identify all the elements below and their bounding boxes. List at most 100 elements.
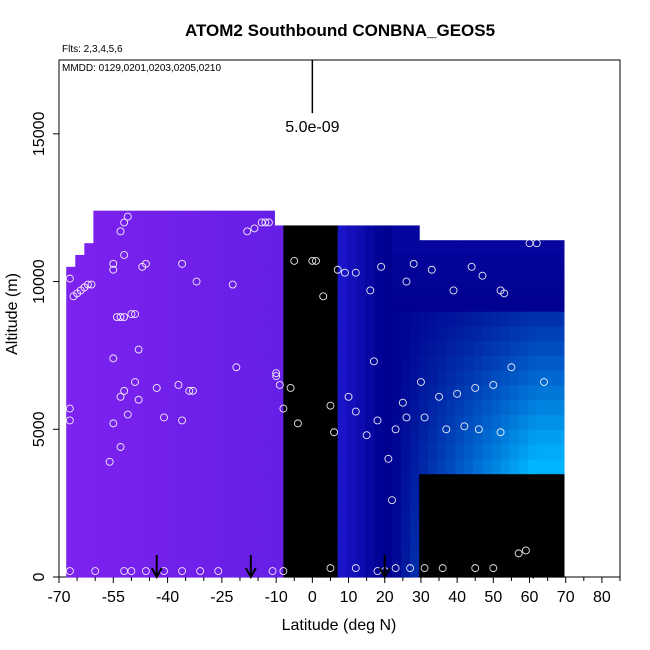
heat-cell — [111, 473, 122, 489]
heat-cell — [482, 429, 493, 445]
heat-cell — [211, 547, 221, 563]
heat-cell — [220, 266, 230, 283]
y-axis: 0 5000 10000 15000 — [31, 112, 59, 581]
heat-cell — [410, 532, 420, 549]
heat-cell — [437, 517, 447, 534]
heat-cell — [147, 473, 158, 489]
heat-cell — [491, 517, 502, 534]
heat-cell — [364, 562, 375, 578]
heat-cell — [536, 311, 547, 327]
heat-cell — [536, 488, 547, 504]
heat-cell — [102, 252, 113, 268]
heat-cell — [192, 325, 203, 342]
observation-point — [540, 378, 548, 386]
heat-cell — [256, 517, 266, 534]
heat-cell — [147, 222, 158, 238]
heat-cell — [129, 503, 140, 519]
heat-cell — [391, 225, 402, 238]
heat-cell — [93, 340, 104, 357]
heat-cell — [428, 340, 438, 357]
heat-cell — [455, 370, 465, 386]
heat-cell — [482, 240, 493, 253]
heat-cell — [265, 517, 275, 534]
heat-cell — [364, 547, 375, 563]
heat-cell — [554, 266, 565, 283]
heat-cell — [156, 473, 167, 489]
heat-cell — [301, 473, 312, 489]
heat-cell — [536, 399, 547, 416]
heat-cell — [509, 414, 520, 430]
heat-cell — [183, 458, 194, 475]
heat-cell — [337, 488, 348, 504]
heat-cell — [464, 384, 475, 401]
heat-cell — [518, 444, 529, 460]
profile-arrow-head — [244, 567, 257, 580]
heat-cell — [274, 473, 284, 489]
heat-cell — [292, 281, 303, 297]
heat-cell — [428, 399, 438, 416]
heat-cell — [165, 473, 176, 489]
heat-cell — [364, 340, 375, 357]
heat-cell — [283, 237, 294, 253]
heat-cell — [229, 311, 239, 327]
heat-cell — [518, 473, 529, 489]
heat-cell — [229, 340, 239, 357]
heat-cell — [301, 503, 312, 519]
heat-cell — [102, 340, 113, 357]
heat-cell — [482, 473, 493, 489]
heat-cell — [138, 473, 149, 489]
heat-cell — [364, 296, 375, 312]
heat-cell — [211, 429, 221, 445]
heat-cell — [401, 399, 411, 416]
heat-cell — [229, 355, 239, 371]
heat-cell — [428, 296, 438, 312]
heat-cell — [464, 355, 475, 371]
heat-cell — [500, 429, 511, 445]
heat-cell — [301, 296, 312, 312]
heat-cell — [319, 458, 330, 475]
heat-cell — [364, 225, 375, 238]
heat-cell — [482, 340, 493, 357]
heat-cell — [265, 281, 275, 297]
heat-cell — [93, 532, 104, 549]
heat-cell — [93, 296, 104, 312]
heat-cell — [129, 370, 140, 386]
heat-cell — [491, 240, 502, 253]
heat-cell — [120, 444, 131, 460]
heat-cell — [75, 444, 85, 460]
observation-point — [391, 425, 400, 434]
heat-cell — [247, 222, 257, 238]
heat-cell — [84, 281, 94, 297]
heat-cell — [129, 399, 140, 416]
heat-cell — [156, 210, 167, 224]
heat-cell — [183, 384, 194, 401]
heat-cell — [147, 237, 158, 253]
observation-point — [272, 369, 281, 378]
heat-cell — [93, 222, 104, 238]
heat-cell — [491, 532, 502, 549]
heat-cell — [229, 384, 239, 401]
heat-cell — [66, 414, 76, 430]
heat-cell — [201, 384, 212, 401]
heat-cell — [509, 532, 520, 549]
heat-cell — [274, 562, 284, 578]
heat-cell — [120, 252, 131, 268]
heat-cell — [310, 237, 321, 253]
observation-point — [91, 567, 100, 576]
profile-arrow-head — [527, 567, 540, 580]
heat-cell — [554, 325, 565, 342]
heat-cell — [229, 444, 239, 460]
heat-cell — [283, 225, 294, 238]
heat-cell — [292, 503, 303, 519]
heat-cell — [229, 266, 239, 283]
heat-cell — [401, 503, 411, 519]
heat-cell — [93, 281, 104, 297]
heat-cell — [337, 370, 348, 386]
heat-cell — [509, 240, 520, 253]
heat-cell — [220, 488, 230, 504]
heat-cell — [256, 399, 266, 416]
heat-cell — [292, 562, 303, 578]
heat-cell — [138, 340, 149, 357]
heat-cell — [174, 252, 185, 268]
heat-cell — [545, 414, 556, 430]
